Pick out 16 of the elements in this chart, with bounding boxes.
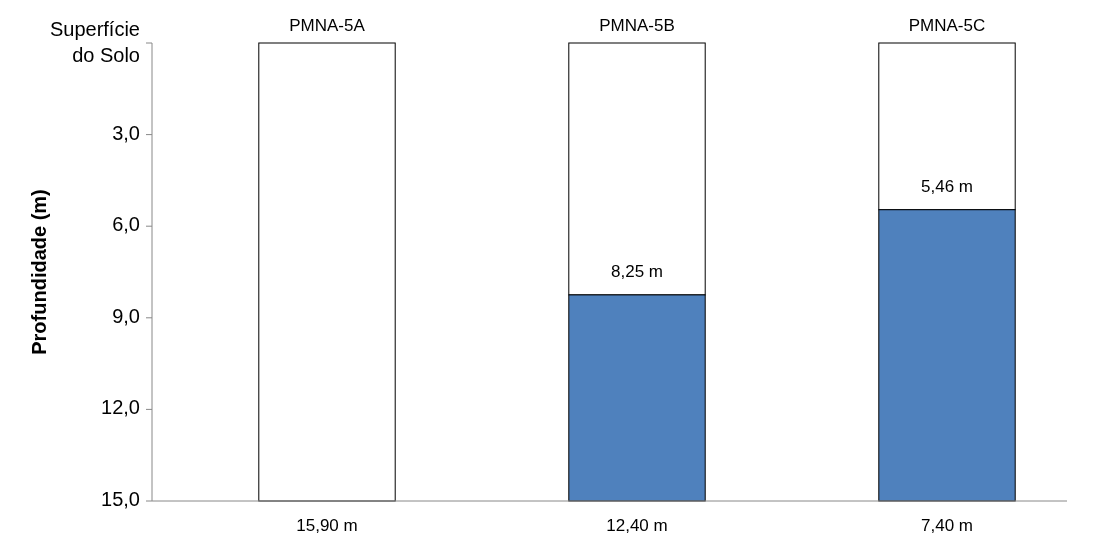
data-label: 5,46 m: [921, 176, 973, 196]
y-tick-label: 12,0: [101, 396, 140, 419]
y-tick-label: 9,0: [112, 305, 140, 328]
text: 15,90 m: [296, 516, 358, 535]
x-tick-label: PMNA-5B: [599, 16, 675, 35]
text: 7,40 m: [921, 516, 973, 535]
y-tick-label: 3,0: [112, 121, 140, 144]
y-axis-title: Profundidade (m): [28, 189, 50, 355]
x-tick-label: PMNA-5A: [289, 16, 366, 35]
bar: [258, 42, 396, 502]
y-tick-label: 6,0: [112, 213, 140, 236]
data-label: 8,25 m: [611, 261, 663, 281]
y-tick-label: Superfície do Solo: [49, 18, 140, 67]
y-tick-label: 15,0: [101, 488, 140, 511]
text: 12,40 m: [606, 516, 668, 535]
x-tick-label: PMNA-5C: [908, 16, 986, 35]
